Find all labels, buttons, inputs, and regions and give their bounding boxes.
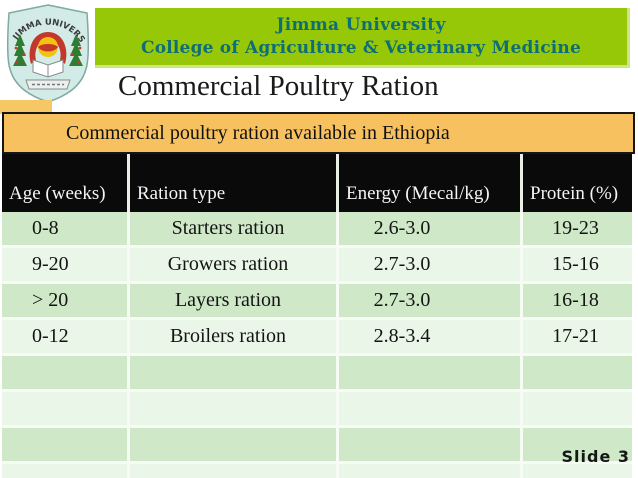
cell-energy: 2.6-3.0	[336, 212, 520, 245]
cell-ration-type: Starters ration	[127, 212, 336, 245]
column-header-age: Age (weeks)	[9, 183, 106, 204]
cell-protein: 15-16	[520, 248, 632, 281]
shield-logo-icon: JIMMA UNIVERSITY	[0, 0, 90, 103]
table-row-empty	[2, 428, 632, 464]
table-row-empty	[2, 392, 632, 428]
cell-age: 0-8	[32, 217, 59, 239]
column-header-ration-type: Ration type	[127, 154, 336, 212]
college-name: College of Agriculture & Veterinary Medi…	[140, 38, 582, 58]
slide-number: Slide 3	[561, 447, 630, 466]
jimma-university-logo: JIMMA UNIVERSITY	[0, 0, 94, 104]
table-row: 0-8 Starters ration 2.6-3.0 19-23	[2, 212, 632, 248]
table-title-banner: Commercial poultry ration available in E…	[2, 112, 635, 154]
column-header-protein: Protein (%)	[520, 154, 632, 212]
cell-ration-type: Layers ration	[127, 284, 336, 317]
cell-age: 9-20	[32, 253, 69, 275]
table-row-empty	[2, 356, 632, 392]
university-name: Jimma University	[276, 15, 446, 35]
cell-ration-type: Growers ration	[127, 248, 336, 281]
cell-protein: 19-23	[520, 212, 632, 245]
university-header-banner: Jimma University College of Agriculture …	[95, 8, 630, 68]
table-body: 0-8 Starters ration 2.6-3.0 19-23 9-20 G…	[2, 212, 632, 478]
table-header-row: Age (weeks) Ration type Energy (Mecal/kg…	[2, 154, 632, 212]
column-header-energy: Energy (Mecal/kg)	[336, 154, 520, 212]
cell-protein: 17-21	[520, 320, 632, 353]
table-row-empty	[2, 464, 632, 478]
table-row: 0-12 Broilers ration 2.8-3.4 17-21	[2, 320, 632, 356]
cell-ration-type: Broilers ration	[127, 320, 336, 353]
cell-energy: 2.8-3.4	[336, 320, 520, 353]
table-row: 9-20 Growers ration 2.7-3.0 15-16	[2, 248, 632, 284]
cell-protein: 16-18	[520, 284, 632, 317]
table-row: > 20 Layers ration 2.7-3.0 16-18	[2, 284, 632, 320]
cell-energy: 2.7-3.0	[336, 284, 520, 317]
orange-accent-tab	[0, 100, 52, 114]
table-title-text: Commercial poultry ration available in E…	[66, 121, 450, 144]
cell-age: 0-12	[32, 325, 69, 347]
page-title: Commercial Poultry Ration	[118, 70, 439, 102]
cell-energy: 2.7-3.0	[336, 248, 520, 281]
cell-age: > 20	[32, 289, 69, 311]
